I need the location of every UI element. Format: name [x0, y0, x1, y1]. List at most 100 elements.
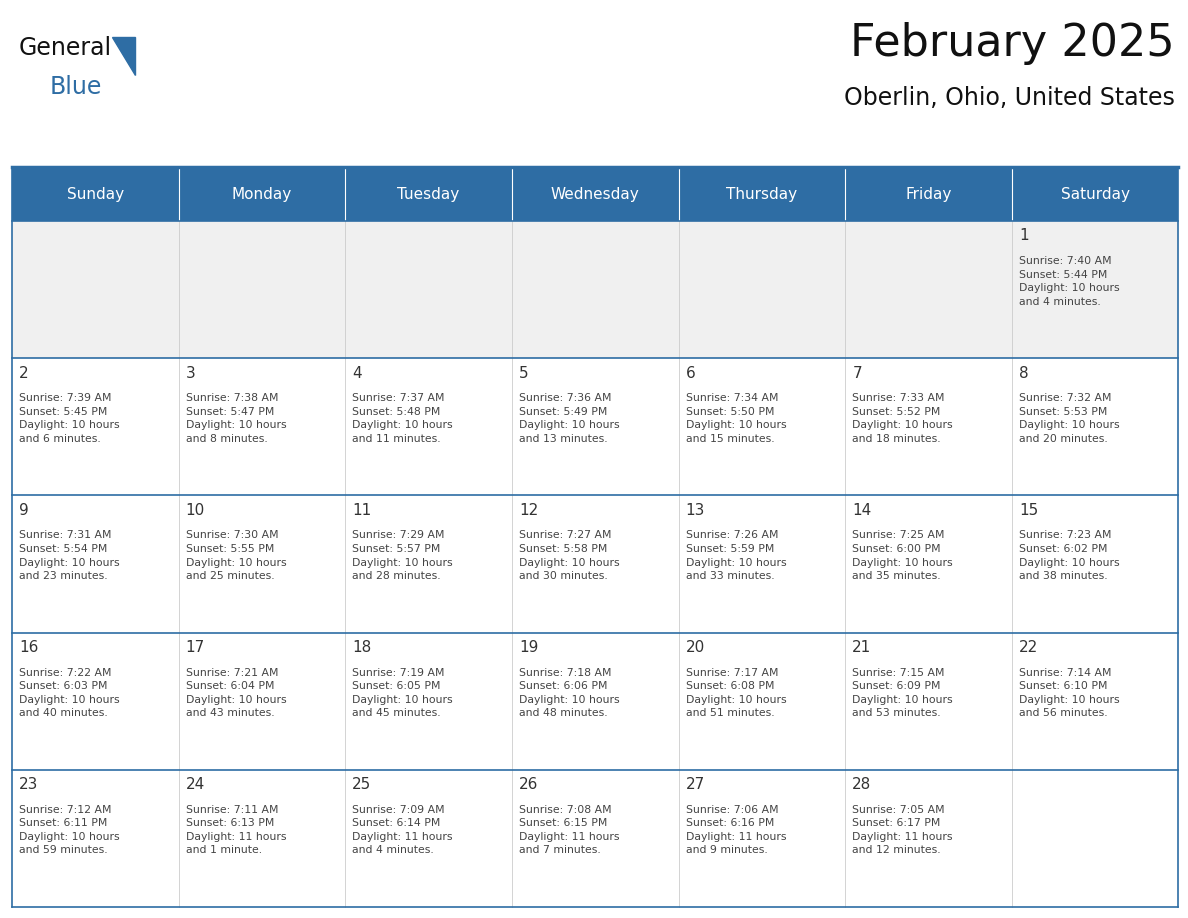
Text: Sunrise: 7:25 AM
Sunset: 6:00 PM
Daylight: 10 hours
and 35 minutes.: Sunrise: 7:25 AM Sunset: 6:00 PM Dayligh…	[852, 531, 953, 581]
Text: Sunrise: 7:37 AM
Sunset: 5:48 PM
Daylight: 10 hours
and 11 minutes.: Sunrise: 7:37 AM Sunset: 5:48 PM Dayligh…	[353, 393, 453, 444]
Bar	[178, 221, 346, 358]
Bar	[178, 358, 346, 496]
Bar	[678, 633, 845, 770]
Text: 27: 27	[685, 778, 704, 792]
Text: February 2025: February 2025	[851, 22, 1175, 65]
Bar	[845, 496, 1012, 633]
Text: 14: 14	[852, 503, 872, 518]
Bar	[1012, 358, 1178, 496]
Text: 15: 15	[1019, 503, 1038, 518]
Bar	[512, 633, 678, 770]
Text: Saturday: Saturday	[1061, 186, 1130, 202]
Bar	[346, 770, 512, 907]
Text: Sunrise: 7:12 AM
Sunset: 6:11 PM
Daylight: 10 hours
and 59 minutes.: Sunrise: 7:12 AM Sunset: 6:11 PM Dayligh…	[19, 805, 120, 856]
Text: 28: 28	[852, 778, 872, 792]
Bar	[845, 358, 1012, 496]
Text: 19: 19	[519, 640, 538, 655]
Bar	[346, 496, 512, 633]
Bar	[678, 770, 845, 907]
Text: Sunrise: 7:11 AM
Sunset: 6:13 PM
Daylight: 11 hours
and 1 minute.: Sunrise: 7:11 AM Sunset: 6:13 PM Dayligh…	[185, 805, 286, 856]
Text: Sunrise: 7:36 AM
Sunset: 5:49 PM
Daylight: 10 hours
and 13 minutes.: Sunrise: 7:36 AM Sunset: 5:49 PM Dayligh…	[519, 393, 620, 444]
Text: 7: 7	[852, 365, 862, 381]
Text: 17: 17	[185, 640, 204, 655]
Text: 6: 6	[685, 365, 695, 381]
Bar	[12, 221, 178, 358]
Text: Sunrise: 7:09 AM
Sunset: 6:14 PM
Daylight: 11 hours
and 4 minutes.: Sunrise: 7:09 AM Sunset: 6:14 PM Dayligh…	[353, 805, 453, 856]
Text: 11: 11	[353, 503, 372, 518]
Bar	[1012, 221, 1178, 358]
Text: 22: 22	[1019, 640, 1038, 655]
Bar	[512, 496, 678, 633]
Bar	[845, 167, 1012, 221]
Bar	[1012, 496, 1178, 633]
Text: Friday: Friday	[905, 186, 952, 202]
Bar	[845, 633, 1012, 770]
Text: Sunrise: 7:08 AM
Sunset: 6:15 PM
Daylight: 11 hours
and 7 minutes.: Sunrise: 7:08 AM Sunset: 6:15 PM Dayligh…	[519, 805, 619, 856]
Text: Sunrise: 7:23 AM
Sunset: 6:02 PM
Daylight: 10 hours
and 38 minutes.: Sunrise: 7:23 AM Sunset: 6:02 PM Dayligh…	[1019, 531, 1119, 581]
Bar	[12, 358, 178, 496]
Text: 20: 20	[685, 640, 704, 655]
Bar	[12, 496, 178, 633]
Text: Sunrise: 7:18 AM
Sunset: 6:06 PM
Daylight: 10 hours
and 48 minutes.: Sunrise: 7:18 AM Sunset: 6:06 PM Dayligh…	[519, 667, 620, 718]
Text: Sunrise: 7:39 AM
Sunset: 5:45 PM
Daylight: 10 hours
and 6 minutes.: Sunrise: 7:39 AM Sunset: 5:45 PM Dayligh…	[19, 393, 120, 444]
Text: 1: 1	[1019, 229, 1029, 243]
Text: 3: 3	[185, 365, 195, 381]
Bar	[845, 770, 1012, 907]
Text: Oberlin, Ohio, United States: Oberlin, Ohio, United States	[843, 86, 1175, 110]
Text: Sunrise: 7:15 AM
Sunset: 6:09 PM
Daylight: 10 hours
and 53 minutes.: Sunrise: 7:15 AM Sunset: 6:09 PM Dayligh…	[852, 667, 953, 718]
Text: Sunrise: 7:17 AM
Sunset: 6:08 PM
Daylight: 10 hours
and 51 minutes.: Sunrise: 7:17 AM Sunset: 6:08 PM Dayligh…	[685, 667, 786, 718]
Bar	[12, 770, 178, 907]
Text: Sunrise: 7:34 AM
Sunset: 5:50 PM
Daylight: 10 hours
and 15 minutes.: Sunrise: 7:34 AM Sunset: 5:50 PM Dayligh…	[685, 393, 786, 444]
Bar	[512, 770, 678, 907]
Text: Sunrise: 7:06 AM
Sunset: 6:16 PM
Daylight: 11 hours
and 9 minutes.: Sunrise: 7:06 AM Sunset: 6:16 PM Dayligh…	[685, 805, 786, 856]
Text: 12: 12	[519, 503, 538, 518]
Text: 26: 26	[519, 778, 538, 792]
Text: 16: 16	[19, 640, 38, 655]
Text: 21: 21	[852, 640, 872, 655]
Text: Sunrise: 7:26 AM
Sunset: 5:59 PM
Daylight: 10 hours
and 33 minutes.: Sunrise: 7:26 AM Sunset: 5:59 PM Dayligh…	[685, 531, 786, 581]
Bar	[346, 358, 512, 496]
Bar	[1012, 633, 1178, 770]
Bar	[512, 167, 678, 221]
Text: Sunrise: 7:14 AM
Sunset: 6:10 PM
Daylight: 10 hours
and 56 minutes.: Sunrise: 7:14 AM Sunset: 6:10 PM Dayligh…	[1019, 667, 1119, 718]
Bar	[678, 167, 845, 221]
Bar	[346, 167, 512, 221]
Text: Sunrise: 7:21 AM
Sunset: 6:04 PM
Daylight: 10 hours
and 43 minutes.: Sunrise: 7:21 AM Sunset: 6:04 PM Dayligh…	[185, 667, 286, 718]
Text: Sunrise: 7:30 AM
Sunset: 5:55 PM
Daylight: 10 hours
and 25 minutes.: Sunrise: 7:30 AM Sunset: 5:55 PM Dayligh…	[185, 531, 286, 581]
Bar	[1012, 770, 1178, 907]
Bar	[178, 633, 346, 770]
Bar	[1012, 167, 1178, 221]
Text: Sunrise: 7:33 AM
Sunset: 5:52 PM
Daylight: 10 hours
and 18 minutes.: Sunrise: 7:33 AM Sunset: 5:52 PM Dayligh…	[852, 393, 953, 444]
Text: Thursday: Thursday	[726, 186, 797, 202]
Bar	[12, 633, 178, 770]
Bar	[178, 496, 346, 633]
Bar	[346, 633, 512, 770]
Text: Tuesday: Tuesday	[398, 186, 460, 202]
Text: Sunrise: 7:29 AM
Sunset: 5:57 PM
Daylight: 10 hours
and 28 minutes.: Sunrise: 7:29 AM Sunset: 5:57 PM Dayligh…	[353, 531, 453, 581]
Text: 2: 2	[19, 365, 29, 381]
Text: Sunrise: 7:05 AM
Sunset: 6:17 PM
Daylight: 11 hours
and 12 minutes.: Sunrise: 7:05 AM Sunset: 6:17 PM Dayligh…	[852, 805, 953, 856]
Polygon shape	[112, 37, 135, 75]
Text: 13: 13	[685, 503, 704, 518]
Text: 25: 25	[353, 778, 372, 792]
Text: 10: 10	[185, 503, 204, 518]
Text: Sunrise: 7:31 AM
Sunset: 5:54 PM
Daylight: 10 hours
and 23 minutes.: Sunrise: 7:31 AM Sunset: 5:54 PM Dayligh…	[19, 531, 120, 581]
Text: 5: 5	[519, 365, 529, 381]
Bar	[845, 221, 1012, 358]
Text: Sunrise: 7:27 AM
Sunset: 5:58 PM
Daylight: 10 hours
and 30 minutes.: Sunrise: 7:27 AM Sunset: 5:58 PM Dayligh…	[519, 531, 620, 581]
Text: Sunrise: 7:38 AM
Sunset: 5:47 PM
Daylight: 10 hours
and 8 minutes.: Sunrise: 7:38 AM Sunset: 5:47 PM Dayligh…	[185, 393, 286, 444]
Text: 18: 18	[353, 640, 372, 655]
Text: Sunrise: 7:40 AM
Sunset: 5:44 PM
Daylight: 10 hours
and 4 minutes.: Sunrise: 7:40 AM Sunset: 5:44 PM Dayligh…	[1019, 256, 1119, 307]
Text: Sunrise: 7:19 AM
Sunset: 6:05 PM
Daylight: 10 hours
and 45 minutes.: Sunrise: 7:19 AM Sunset: 6:05 PM Dayligh…	[353, 667, 453, 718]
Text: Sunrise: 7:32 AM
Sunset: 5:53 PM
Daylight: 10 hours
and 20 minutes.: Sunrise: 7:32 AM Sunset: 5:53 PM Dayligh…	[1019, 393, 1119, 444]
Bar	[512, 221, 678, 358]
Text: 23: 23	[19, 778, 38, 792]
Bar	[678, 221, 845, 358]
Text: 8: 8	[1019, 365, 1029, 381]
Text: Wednesday: Wednesday	[551, 186, 639, 202]
Text: 24: 24	[185, 778, 204, 792]
Text: Blue: Blue	[50, 75, 102, 99]
Text: Sunrise: 7:22 AM
Sunset: 6:03 PM
Daylight: 10 hours
and 40 minutes.: Sunrise: 7:22 AM Sunset: 6:03 PM Dayligh…	[19, 667, 120, 718]
Text: General: General	[19, 36, 112, 60]
Text: Sunday: Sunday	[67, 186, 124, 202]
